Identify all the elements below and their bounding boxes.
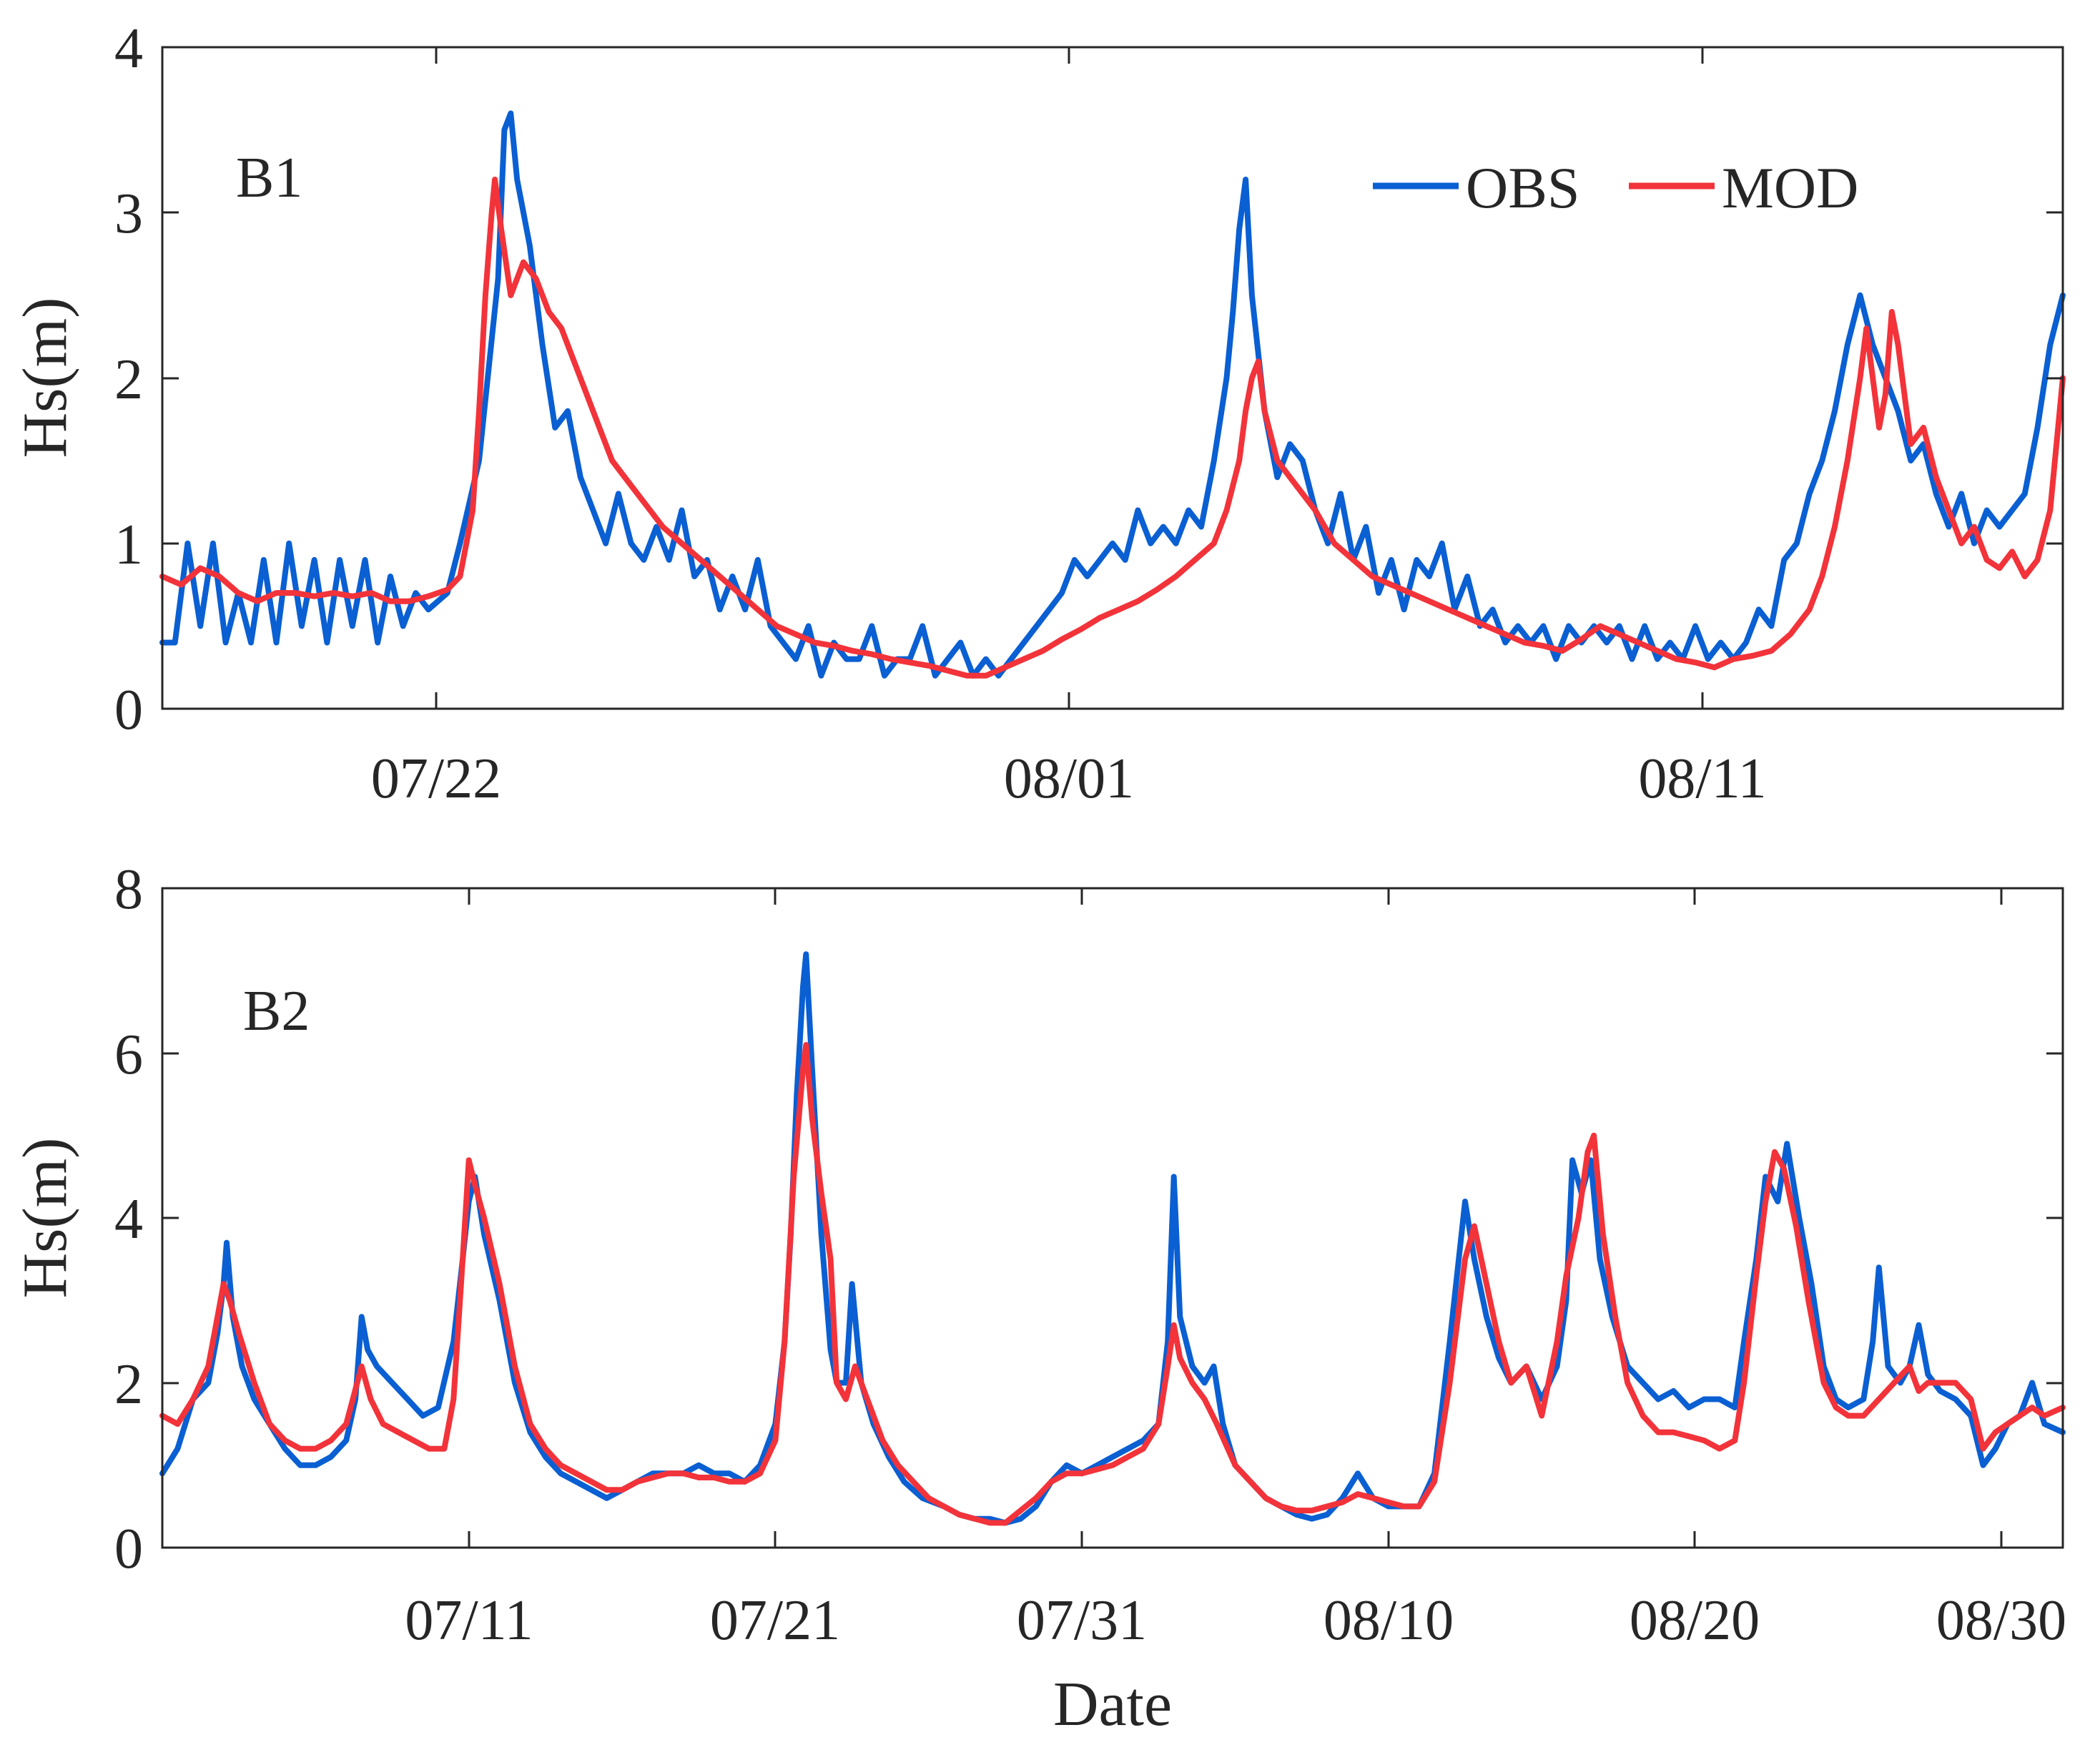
b1-x-ticks: 07/22 08/01 08/11 bbox=[371, 47, 1767, 810]
b1-panel-label: B1 bbox=[236, 147, 302, 210]
b1-ytick-label: 0 bbox=[114, 679, 143, 742]
b1-mod-line bbox=[159, 177, 2066, 679]
b1-ylabel: Hs(m) bbox=[11, 298, 80, 458]
b2-xtick-label: 07/31 bbox=[1017, 1589, 1147, 1652]
b1-ytick-label: 3 bbox=[114, 182, 143, 245]
b1-ytick-label: 2 bbox=[114, 348, 143, 411]
legend: OBS MOD bbox=[1373, 155, 1858, 220]
b2-ytick-label: 4 bbox=[114, 1188, 143, 1251]
b2-xtick-label: 08/30 bbox=[1936, 1589, 2066, 1652]
b2-xtick-label: 08/20 bbox=[1630, 1589, 1760, 1652]
b1-y-ticks: 0 1 2 3 4 bbox=[114, 17, 2063, 742]
b2-xtick-label: 07/11 bbox=[405, 1589, 533, 1652]
b1-series-mod bbox=[159, 177, 2066, 679]
b2-panel-label: B2 bbox=[243, 980, 310, 1043]
b1-ytick-label: 4 bbox=[114, 17, 143, 80]
b2-ylabel: Hs(m) bbox=[11, 1138, 80, 1299]
b2-series-mod bbox=[159, 1042, 2066, 1526]
b2-ytick-label: 2 bbox=[114, 1353, 143, 1416]
b2-y-ticks: 0 2 4 6 8 bbox=[114, 858, 2063, 1581]
b2-xlabel: Date bbox=[1053, 1670, 1172, 1739]
b2-ytick-label: 8 bbox=[114, 858, 143, 921]
b2-x-ticks: 07/11 07/21 07/31 08/10 08/20 08/30 bbox=[405, 888, 2066, 1652]
b1-xtick-label: 08/01 bbox=[1004, 747, 1134, 810]
b1-xtick-label: 08/11 bbox=[1638, 747, 1766, 810]
panel-b2: 0 2 4 6 8 07/11 07/21 07/31 bbox=[11, 858, 2066, 1739]
b2-ytick-label: 0 bbox=[114, 1518, 143, 1581]
b2-mod-line bbox=[159, 1042, 2066, 1526]
b2-ytick-label: 6 bbox=[114, 1023, 143, 1086]
b2-plot-frame bbox=[161, 887, 2064, 1549]
b2-xtick-label: 08/10 bbox=[1323, 1589, 1454, 1652]
b1-ytick-label: 1 bbox=[114, 513, 143, 576]
legend-mod-label: MOD bbox=[1722, 155, 1858, 220]
b2-xtick-label: 07/21 bbox=[710, 1589, 840, 1652]
legend-obs-label: OBS bbox=[1466, 155, 1580, 220]
panel-b1: 0 1 2 3 4 07/22 08/01 08/11 Hs(m) bbox=[11, 17, 2066, 810]
b1-xtick-label: 07/22 bbox=[371, 747, 501, 810]
